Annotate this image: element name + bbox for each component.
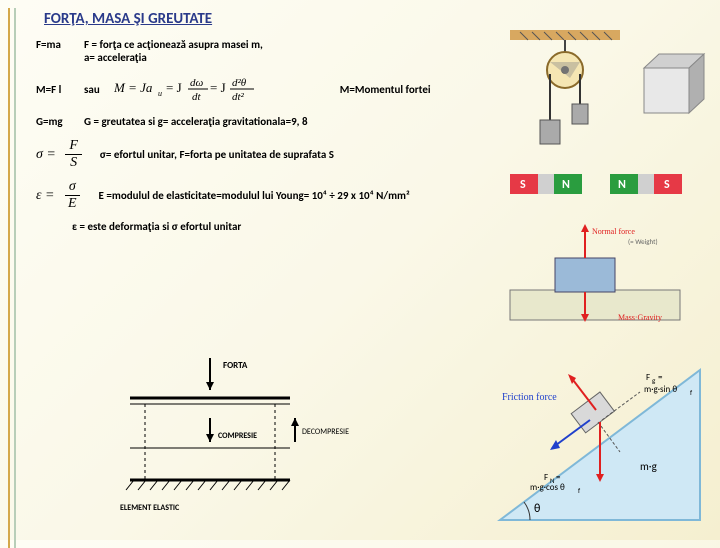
svg-text:dt²: dt² xyxy=(232,91,245,102)
normal-force-illustration: Normal force (= Weight) Mass·Gravity xyxy=(500,220,690,330)
num-sigma: σ xyxy=(65,179,80,196)
incline-illustration: Friction force m·g·cos θ f FN = Fg = m·g… xyxy=(490,340,710,530)
num-f: F xyxy=(65,138,82,155)
svg-text:Normal force: Normal force xyxy=(592,227,635,236)
svg-text:S: S xyxy=(664,178,670,192)
element-label: ELEMENT ELASTIC xyxy=(120,503,180,513)
svg-text:M = Ja: M = Ja xyxy=(114,80,153,95)
den-e: E xyxy=(64,196,81,212)
svg-text:d²θ: d²θ xyxy=(232,77,247,89)
row-weight: G=mg G = greutatea si g= acceleraţia gra… xyxy=(36,115,466,128)
forta-label: FORTA xyxy=(223,360,248,371)
den-s: S xyxy=(66,155,81,171)
svg-text:θ: θ xyxy=(534,502,540,516)
moment-label: M=Momentul fortei xyxy=(340,83,431,96)
rhs-gmg: G = greutatea si g= acceleraţia gravitat… xyxy=(84,115,308,128)
frac-fs: F S xyxy=(65,138,82,171)
elastic-diagram: FORTA COMPRESIE DECOMPRESIE ELEMENT ELAS… xyxy=(90,350,380,520)
row-force: F=ma F = forţa ce acţionează asupra mase… xyxy=(36,38,466,64)
svg-text:m·g: m·g xyxy=(640,460,657,473)
svg-text:N: N xyxy=(562,178,570,192)
lhs-gmg: G=mg xyxy=(36,115,84,128)
page-title: FORŢA, MASA ŞI GREUTATE xyxy=(44,10,720,28)
svg-text:S: S xyxy=(520,178,526,192)
eq2: = xyxy=(42,188,58,204)
lhs-mfl: M=F l xyxy=(36,83,84,96)
strain-desc: ε = este deformaţia si σ efortul unitar xyxy=(72,220,241,233)
svg-text:m·g·sin θ: m·g·sin θ xyxy=(644,384,677,395)
frac-se: σ E xyxy=(64,179,81,212)
compresie-label: COMPRESIE xyxy=(218,431,257,441)
svg-text:= J: = J xyxy=(210,80,226,95)
lhs-fma: F=ma xyxy=(36,38,84,51)
svg-text:u: u xyxy=(158,89,162,98)
young-desc: E =modulul de elasticitate=modulul lui Y… xyxy=(99,189,410,202)
svg-text:=: = xyxy=(556,472,561,483)
sigma-desc: σ= efortul unitar, F=forta pe unitatea d… xyxy=(100,148,334,161)
svg-text:N: N xyxy=(550,476,555,485)
svg-text:(= Weight): (= Weight) xyxy=(628,237,658,246)
row-moment: M=F l sau M = Ja u = J dω dt = J d²θ dt²… xyxy=(36,74,466,105)
svg-text:m·g·cos θ: m·g·cos θ xyxy=(530,482,565,493)
cube-illustration xyxy=(634,48,714,128)
moment-formula: M = Ja u = J dω dt = J d²θ dt² xyxy=(114,74,274,105)
magnets-illustration: S N N S xyxy=(510,170,690,198)
svg-text:F: F xyxy=(544,472,548,483)
eq1: = xyxy=(43,147,59,163)
rhs-fma: F = forţa ce acţionează asupra masei m, … xyxy=(84,38,263,64)
svg-text:dω: dω xyxy=(190,77,204,89)
sau: sau xyxy=(84,83,100,96)
svg-text:= J: = J xyxy=(166,80,182,95)
pulley-illustration xyxy=(510,30,620,150)
svg-text:=: = xyxy=(658,372,663,383)
svg-text:Mass·Gravity: Mass·Gravity xyxy=(618,313,662,322)
svg-text:F: F xyxy=(646,372,650,383)
decompresie-label: DECOMPRESIE xyxy=(302,427,349,437)
svg-text:Friction force: Friction force xyxy=(502,392,557,403)
sigma-sym: σ xyxy=(36,147,43,163)
formulas-block: F=ma F = forţa ce acţionează asupra mase… xyxy=(36,38,466,128)
svg-text:dt: dt xyxy=(192,91,202,102)
svg-text:N: N xyxy=(618,178,626,192)
